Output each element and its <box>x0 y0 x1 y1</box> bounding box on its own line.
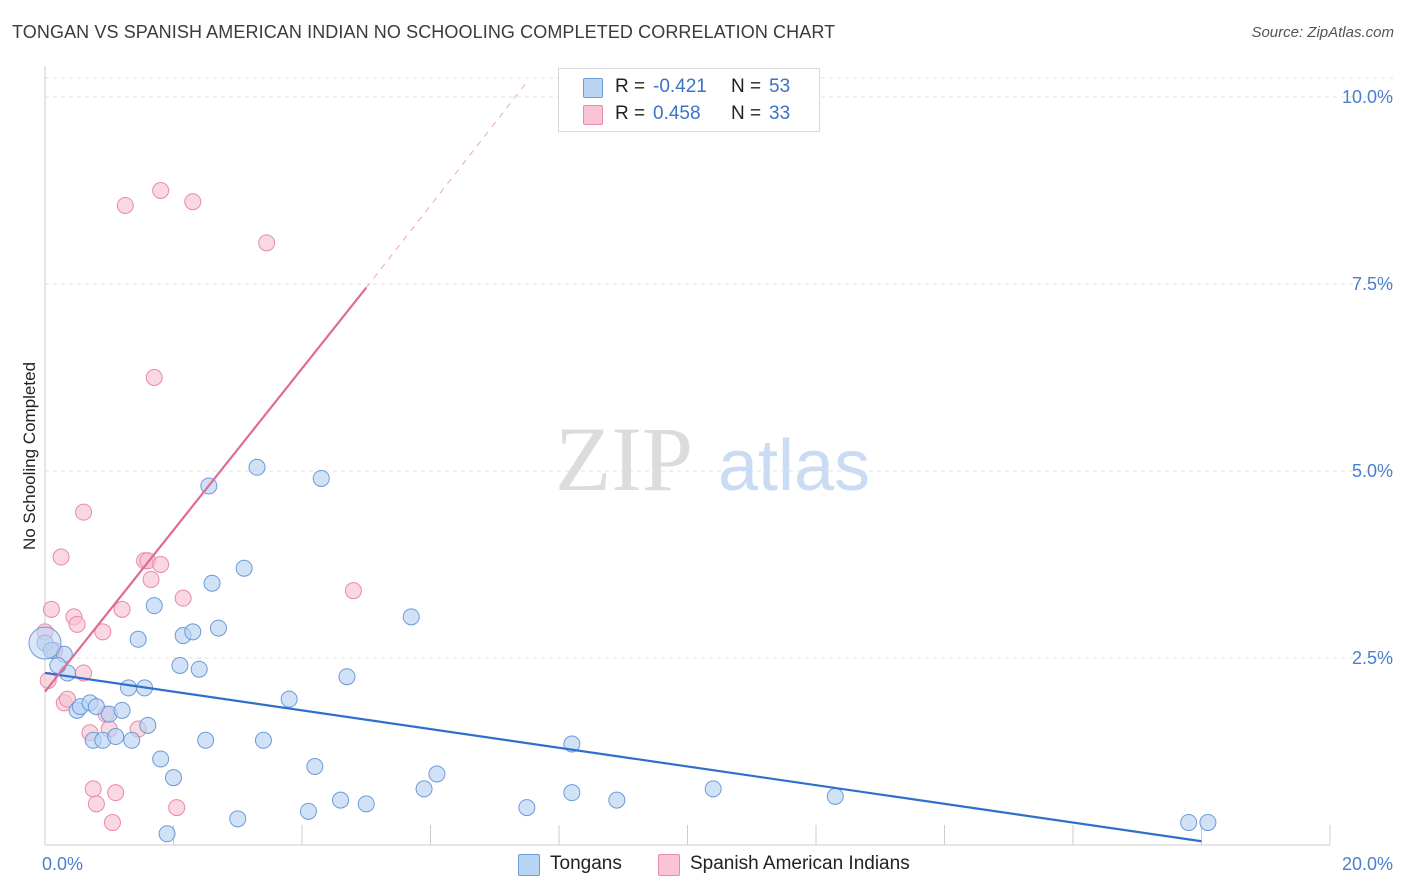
spanish-point <box>113 600 131 618</box>
axes <box>44 66 1331 846</box>
spanish-point <box>184 193 202 211</box>
tongan-point <box>139 716 157 734</box>
x-tick-label: 20.0% <box>1342 854 1393 874</box>
spanish-trend-extension <box>365 81 528 289</box>
y-tick-label: 7.5% <box>1352 274 1393 294</box>
tongan-point <box>826 787 844 805</box>
tongan-point <box>158 825 176 843</box>
spanish-point <box>42 600 60 618</box>
tongan-point <box>306 757 324 775</box>
tongan-point <box>357 795 375 813</box>
tongan-points <box>28 458 1217 843</box>
tongan-point <box>280 690 298 708</box>
watermark-zip: ZIP <box>555 408 693 510</box>
spanish-point <box>87 795 105 813</box>
spanish-point <box>84 780 102 798</box>
tongan-point <box>171 656 189 674</box>
tongan-point <box>299 802 317 820</box>
spanish-point <box>168 799 186 817</box>
tongan-trend-line <box>44 671 1202 843</box>
tongan-point <box>312 469 330 487</box>
tongan-point <box>87 698 105 716</box>
legend-swatch-tongans <box>518 854 540 876</box>
tongan-point <box>1180 814 1198 832</box>
legend-label-spanish: Spanish American Indians <box>690 853 910 874</box>
tongan-point <box>248 458 266 476</box>
spanish-point <box>344 582 362 600</box>
watermark-atlas: atlas <box>718 426 870 506</box>
tongan-point <box>338 668 356 686</box>
tongan-point <box>120 679 138 697</box>
spanish-point <box>116 196 134 214</box>
legend-r-label: R = <box>615 103 646 124</box>
legend-r-value: 0.458 <box>653 103 701 124</box>
spanish-point <box>94 623 112 641</box>
y-axis-label: No Schooling Completed <box>20 362 39 550</box>
chart-title: TONGAN VS SPANISH AMERICAN INDIAN NO SCH… <box>12 22 836 42</box>
tongan-point <box>123 731 141 749</box>
spanish-point <box>174 589 192 607</box>
tongan-point <box>402 608 420 626</box>
y-tick-label: 2.5% <box>1352 648 1393 668</box>
stats-legend: R = -0.421 N = 53 R = 0.458 N = 33 <box>558 68 820 132</box>
tongan-point <box>518 799 536 817</box>
tongan-point <box>165 769 182 787</box>
y-tick-label: 5.0% <box>1352 461 1393 481</box>
legend-swatch-spanish <box>658 854 680 876</box>
spanish-trend-line <box>44 287 368 693</box>
spanish-point <box>145 369 163 386</box>
legend-n-value: 33 <box>769 103 791 124</box>
tongan-point <box>145 597 163 615</box>
spanish-point <box>103 814 121 832</box>
x-tick-label: 0.0% <box>42 854 83 874</box>
legend-swatch-spanish <box>583 105 603 125</box>
tongan-point <box>254 731 272 749</box>
tongan-point <box>608 791 626 809</box>
legend-label-tongans: Tongans <box>550 853 622 874</box>
y-tick-label: 10.0% <box>1342 87 1393 107</box>
tongan-point <box>209 619 227 637</box>
tongan-point <box>113 701 131 719</box>
spanish-point <box>75 503 93 521</box>
spanish-points <box>36 182 362 832</box>
tongan-point <box>203 574 221 592</box>
legend-n-label: N = <box>731 76 762 97</box>
tongan-point <box>107 728 125 746</box>
source-label: Source: ZipAtlas.com <box>1251 24 1394 41</box>
tongan-point <box>563 784 581 802</box>
spanish-point <box>142 570 160 588</box>
spanish-point <box>58 690 76 708</box>
tongan-point <box>152 750 170 768</box>
tongan-point <box>129 630 147 648</box>
tongan-point <box>49 656 67 674</box>
spanish-point <box>152 182 170 199</box>
tongan-point <box>415 780 433 798</box>
spanish-point <box>52 548 70 566</box>
tongan-point <box>428 765 446 783</box>
legend-n-label: N = <box>731 103 762 124</box>
spanish-point <box>107 784 125 802</box>
watermark: ZIP atlas <box>555 408 870 510</box>
legend-r-label: R = <box>615 76 646 97</box>
tongan-point <box>184 623 202 641</box>
tongan-point <box>197 731 215 749</box>
tongan-point <box>229 810 247 828</box>
tongan-point <box>190 660 208 678</box>
legend-n-value: 53 <box>769 76 791 97</box>
tongan-point <box>704 780 722 798</box>
tongan-point-large <box>28 626 62 660</box>
spanish-point <box>68 615 86 633</box>
tongan-point <box>1199 814 1217 832</box>
legend-r-value: -0.421 <box>653 76 707 97</box>
spanish-point <box>258 234 276 252</box>
legend-swatch-tongans <box>583 78 603 98</box>
tongan-point <box>235 559 253 577</box>
tick-labels: 2.5% 5.0% 7.5% 10.0% 0.0% 20.0% <box>42 87 1393 874</box>
tongan-point <box>332 791 350 809</box>
trend-lines <box>44 81 1202 843</box>
spanish-point <box>152 556 170 573</box>
